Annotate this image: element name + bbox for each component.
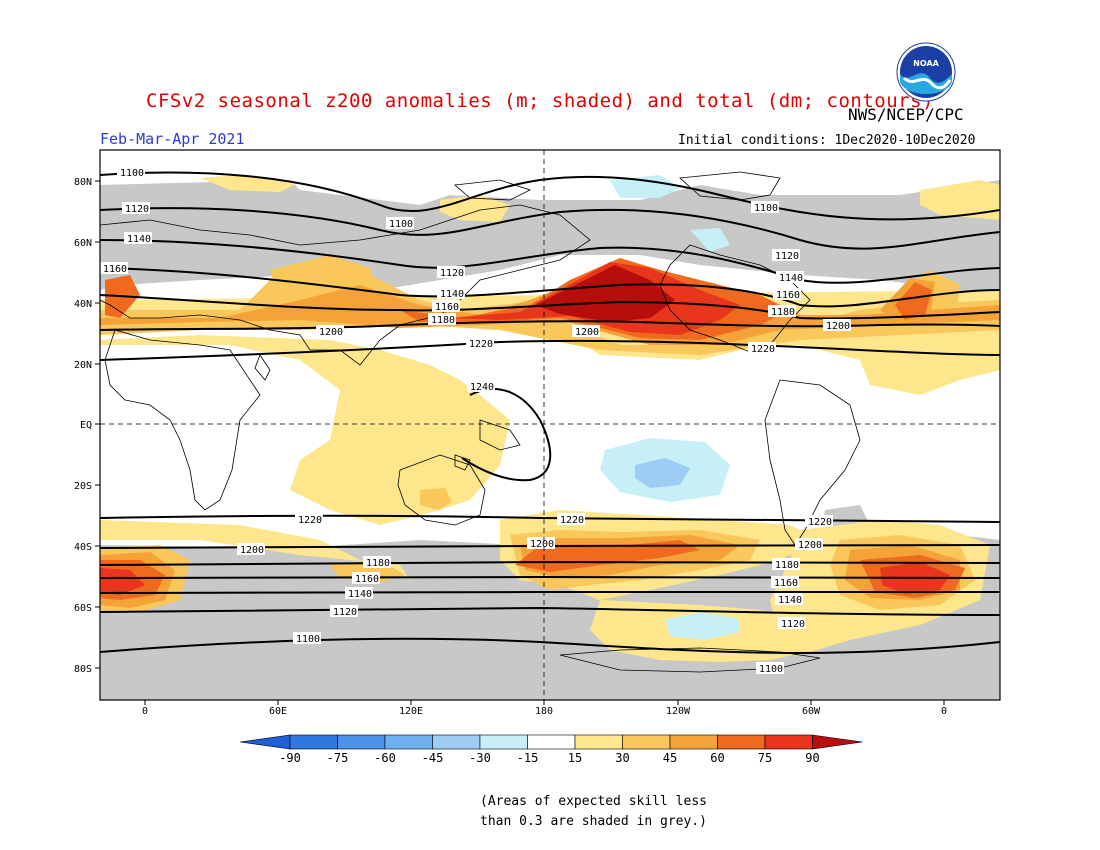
contour-label-1200-d: 1200 (240, 545, 264, 556)
colorbar-arrow-low (239, 734, 291, 750)
contour-label-1160-c: 1160 (776, 290, 800, 301)
lon-label-60w: 60W (802, 706, 821, 717)
contour-label-1100-e: 1100 (759, 664, 783, 675)
skill-footnote: (Areas of expected skill less than 0.3 a… (480, 792, 707, 832)
footnote-line-1: (Areas of expected skill less (480, 794, 707, 809)
colorbar-segment (479, 734, 528, 750)
colorbar-segment (669, 734, 718, 750)
colorbar-tick-label: -90 (279, 751, 301, 765)
contour-label-1140-d: 1140 (348, 589, 372, 600)
initial-conditions-label: Initial conditions: 1Dec2020-10Dec2020 (678, 133, 976, 148)
contour-label-1140: 1140 (127, 234, 151, 245)
contour-label-1180-e: 1180 (775, 560, 799, 571)
lon-label-120e: 120E (399, 706, 423, 717)
negative-anomalies (600, 175, 740, 640)
contour-label-1120: 1120 (125, 204, 149, 215)
lat-label-60n: 60N (74, 238, 92, 249)
longitude-axis: 0 60E 120E 180 120W 60W 0 (142, 700, 947, 717)
colorbar-segment (764, 734, 813, 750)
colorbar-segment (527, 734, 576, 750)
colorbar-tick-label: -30 (469, 751, 491, 765)
colorbar-segment (289, 734, 338, 750)
contour-label-1240: 1240 (470, 382, 494, 393)
colorbar-tick-label: 75 (758, 751, 772, 765)
lat-label-40s: 40S (74, 542, 92, 553)
contour-label-1100-c: 1100 (754, 203, 778, 214)
colorbar-segment (432, 734, 481, 750)
lat-label-20n: 20N (74, 360, 92, 371)
colorbar-tick-label: 15 (568, 751, 582, 765)
map-frame (99, 149, 1001, 701)
lat-label-80n: 80N (74, 177, 92, 188)
logo-text: NOAA (913, 59, 939, 68)
footnote-line-2: than 0.3 are shaded in grey.) (480, 814, 707, 829)
lat-label-20s: 20S (74, 481, 92, 492)
noaa-logo: NOAA (896, 42, 956, 102)
colorbar-segment (337, 734, 386, 750)
contour-label-1160: 1160 (103, 264, 127, 275)
lat-label-eq: EQ (80, 420, 92, 431)
colorbar-tick-label: -15 (517, 751, 539, 765)
map-content: 1100 1120 1140 1160 1100 1120 1140 1160 … (100, 150, 1000, 700)
contour-label-1120-c: 1120 (775, 251, 799, 262)
contour-label-1220-e: 1220 (560, 515, 584, 526)
contour-label-1200-e: 1200 (530, 539, 554, 550)
colorbar-tick-label: 30 (615, 751, 629, 765)
agency-label: NWS/NCEP/CPC (848, 105, 964, 124)
lon-label-120w: 120W (666, 706, 691, 717)
lat-label-60s: 60S (74, 603, 92, 614)
contour-label-1220-d: 1220 (298, 515, 322, 526)
colorbar-tick-label: -60 (374, 751, 396, 765)
lon-label-180: 180 (535, 706, 553, 717)
contour-label-1100: 1100 (120, 168, 144, 179)
contour-label-1220: 1220 (469, 339, 493, 350)
contour-label-1200-c: 1200 (826, 321, 850, 332)
contour-label-1180-c: 1180 (771, 307, 795, 318)
contour-label-1140-b: 1140 (440, 289, 464, 300)
season-label: Feb-Mar-Apr 2021 (100, 130, 245, 148)
contour-label-1120-e: 1120 (781, 619, 805, 630)
contour-label-1200-b: 1200 (575, 327, 599, 338)
lon-label-0-east: 0 (941, 706, 947, 717)
chart-title: CFSv2 seasonal z200 anomalies (m; shaded… (146, 90, 934, 112)
colorbar-arrow-high (812, 734, 863, 750)
colorbar-segment (622, 734, 671, 750)
lon-label-0: 0 (142, 706, 148, 717)
colorbar-tick-label: 60 (710, 751, 724, 765)
lat-label-80s: 80S (74, 664, 92, 675)
colorbar-tick-label: -75 (327, 751, 349, 765)
contour-label-1200-f: 1200 (798, 540, 822, 551)
contour-label-1180-d: 1180 (366, 558, 390, 569)
colorbar: -90 -75 -60 -45 -30 -15 15 30 45 60 75 90 (239, 734, 863, 765)
contour-label-1180-b: 1180 (431, 315, 455, 326)
contour-label-1100-b: 1100 (389, 219, 413, 230)
total-contours (100, 171, 1000, 654)
contour-labels: 1100 1120 1140 1160 1100 1120 1140 1160 … (100, 166, 851, 675)
contour-label-1160-e: 1160 (774, 578, 798, 589)
contour-label-1120-b: 1120 (440, 268, 464, 279)
contour-label-1120-d: 1120 (333, 607, 357, 618)
contour-label-1100-d: 1100 (296, 634, 320, 645)
contour-label-1160-b: 1160 (435, 302, 459, 313)
colorbar-segment (384, 734, 433, 750)
contour-label-1160-d: 1160 (355, 574, 379, 585)
colorbar-tick-label: 90 (805, 751, 819, 765)
colorbar-tick-label: 45 (663, 751, 677, 765)
contour-label-1220-f: 1220 (808, 517, 832, 528)
colorbar-tick-label: -45 (422, 751, 444, 765)
lon-label-60e: 60E (269, 706, 287, 717)
contour-label-1140-c: 1140 (779, 273, 803, 284)
contour-label-1140-e: 1140 (778, 595, 802, 606)
lat-label-40n: 40N (74, 299, 92, 310)
latitude-axis: 80N 60N 40N 20N EQ 20S 40S 60S 80S (74, 177, 100, 675)
contour-label-1200: 1200 (319, 327, 343, 338)
colorbar-segment (574, 734, 623, 750)
colorbar-segment (717, 734, 766, 750)
contour-label-1220-c: 1220 (751, 344, 775, 355)
